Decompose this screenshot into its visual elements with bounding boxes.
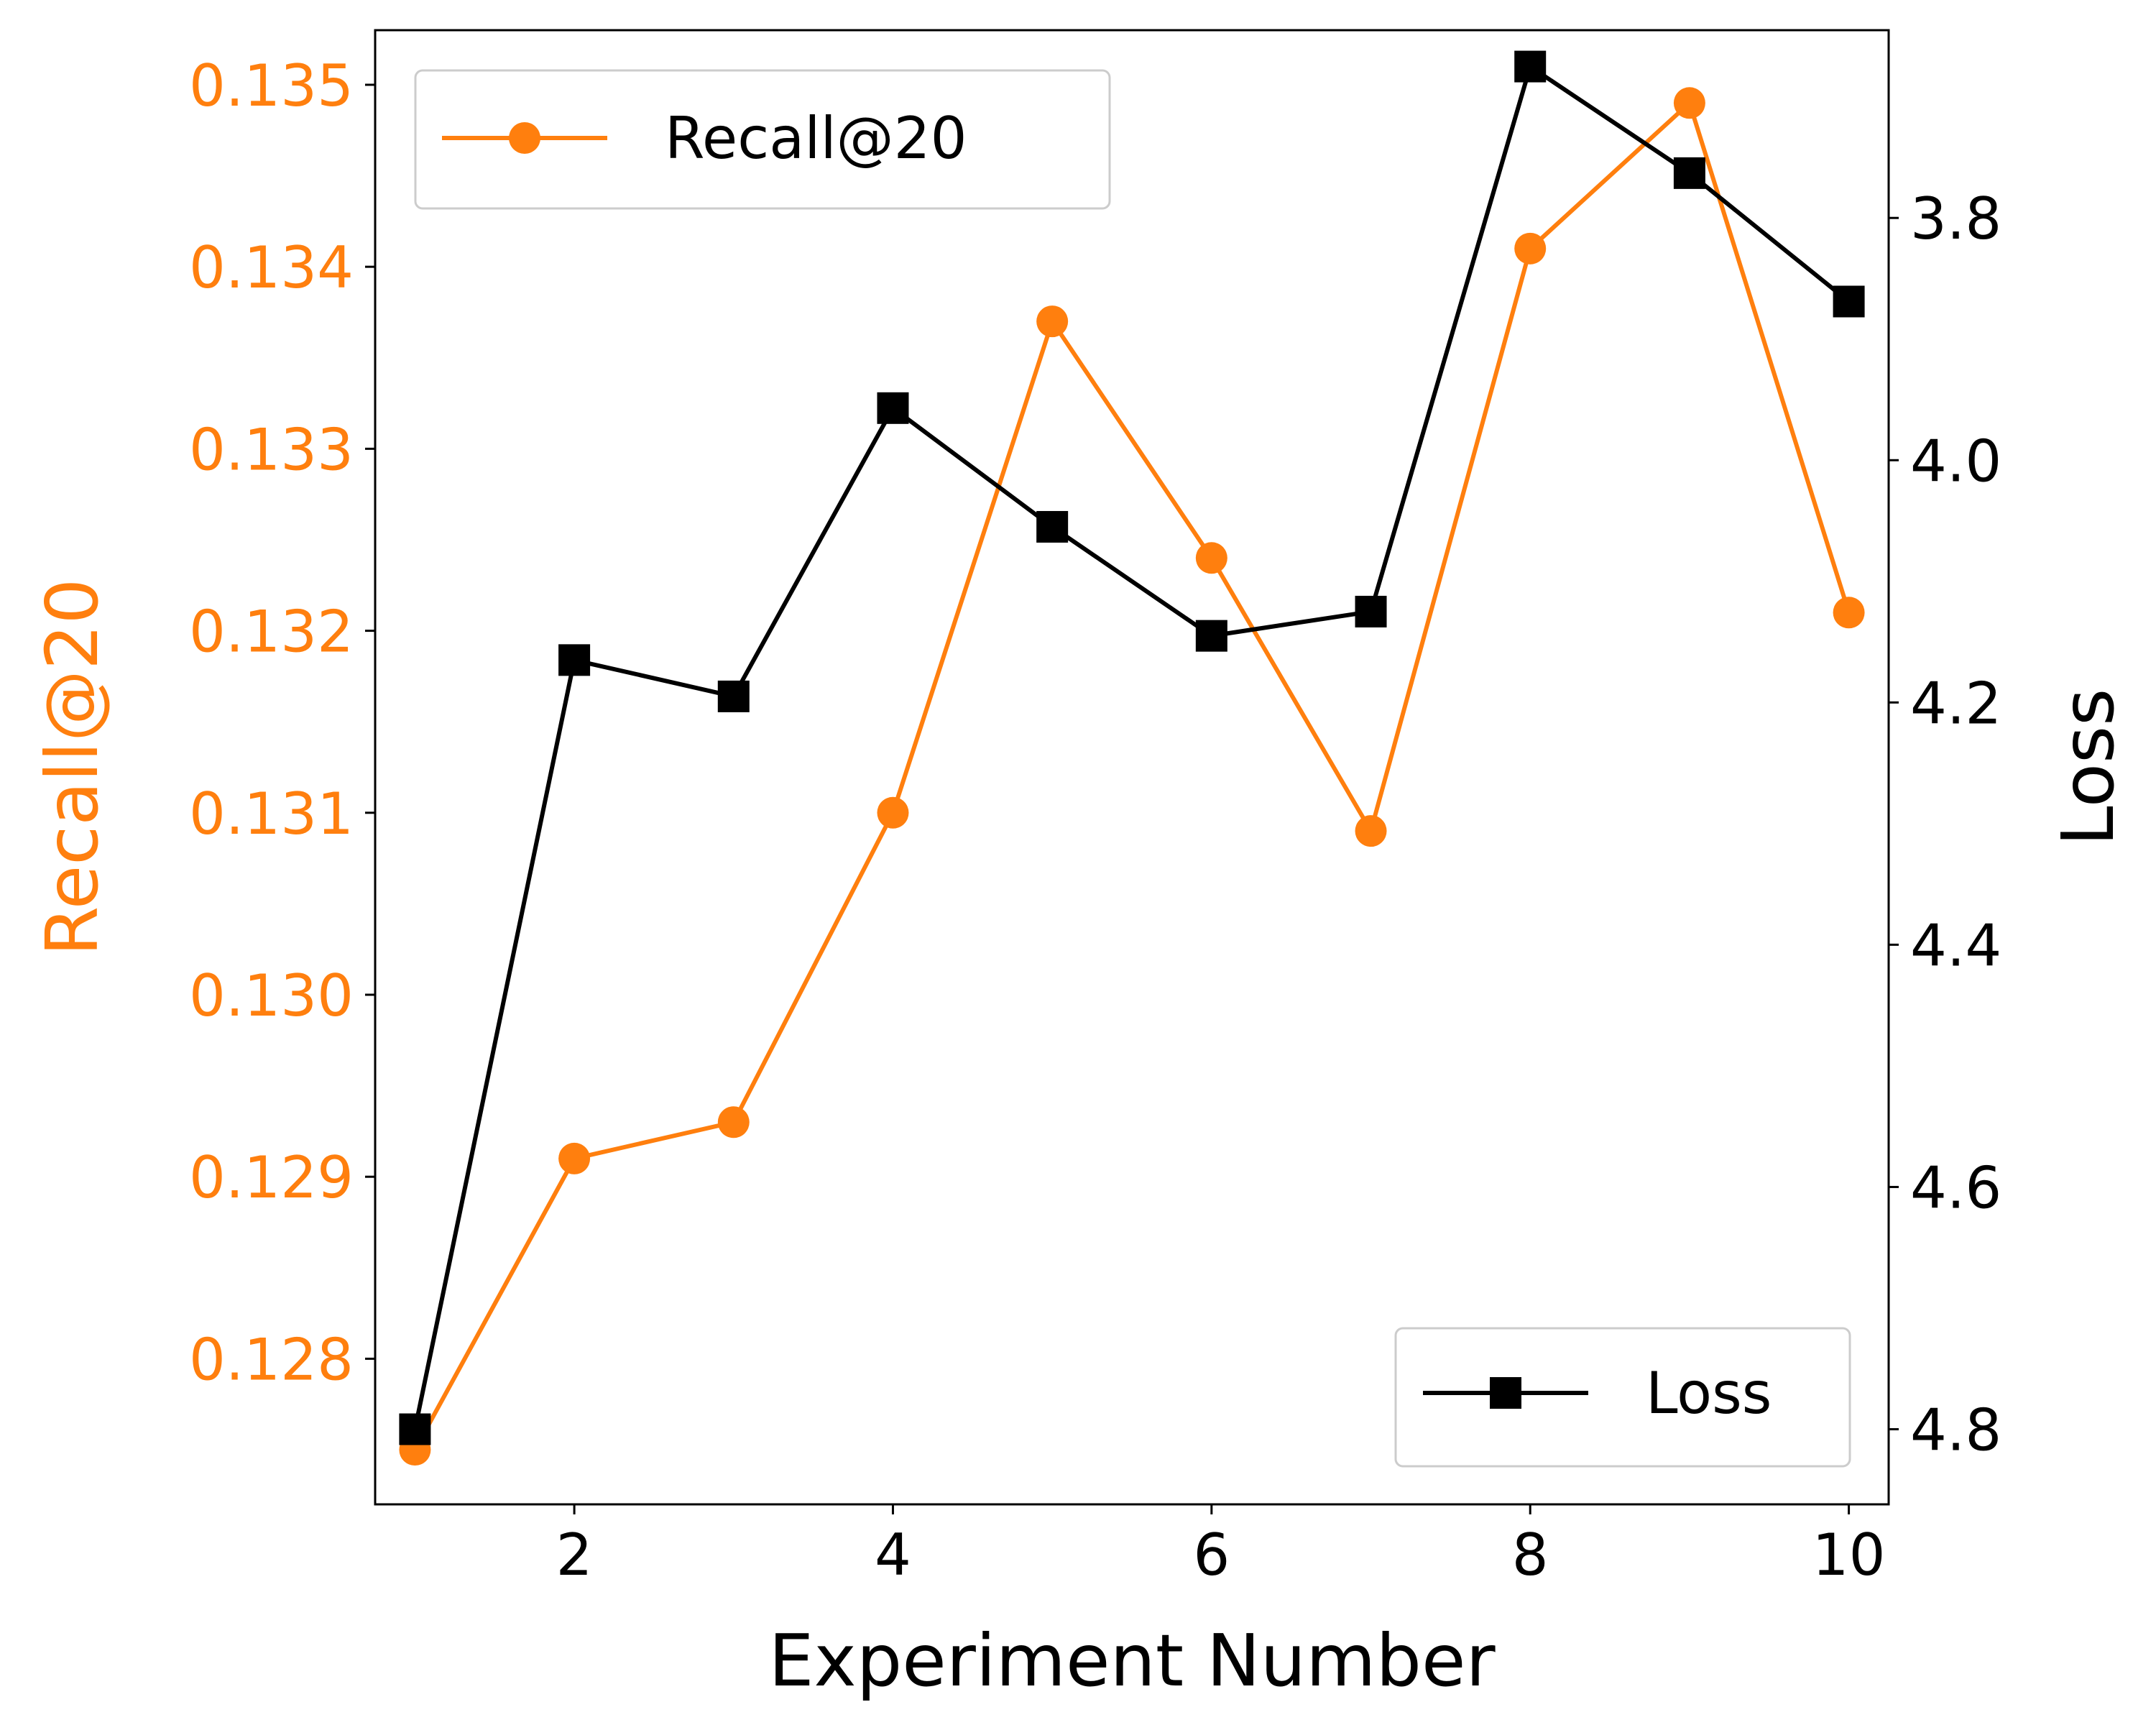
legend-box [1394,1327,1851,1468]
left-y-tick-label: 0.129 [189,1144,354,1211]
x-tick-label: 10 [1812,1522,1886,1588]
series-line-loss [413,64,1851,1430]
series-line-recall-20 [413,101,1851,1451]
right-y-axis-label: Loss [2046,689,2130,846]
data-point-recall [1833,597,1865,629]
data-point-loss [1036,510,1069,543]
data-point-recall [1195,542,1227,574]
plot-area-frame [374,29,1890,1506]
left-y-tick-label: 0.135 [189,52,354,119]
x-tick-label: 6 [1193,1522,1230,1588]
right-y-tick-label: 4.0 [1910,428,2001,494]
right-y-tick-label: 3.8 [1910,185,2001,252]
left-y-tick-label: 0.131 [189,781,354,847]
left-y-tick-label: 0.134 [189,234,354,301]
x-axis-ticks: 2 4 6 8 10 [556,1504,1886,1588]
data-point-loss [1514,50,1547,83]
data-point-recall [558,1142,591,1174]
data-point-loss [558,644,591,676]
legend-loss-marker [1490,1377,1521,1409]
data-point-loss [1355,595,1387,627]
left-y-axis-label: Recall@20 [30,579,114,957]
left-y-tick-label: 0.132 [189,599,354,666]
right-y-tick-label: 4.2 [1910,670,2001,737]
legend-box [414,69,1111,210]
data-point-loss [1673,157,1705,189]
right-y-tick-label: 4.6 [1910,1154,2001,1221]
left-y-tick-label: 0.128 [189,1326,354,1393]
legend-loss: Loss [1394,1327,1851,1468]
series-layer [399,50,1865,1466]
data-point-recall [1514,232,1547,264]
data-point-loss [717,680,750,712]
data-point-recall [1036,305,1069,338]
right-y-tick-label: 4.8 [1910,1397,2001,1464]
right-y-axis-ticks: 3.8 4.0 4.2 4.4 4.6 4.8 [1889,185,2001,1464]
legend-recall: Recall@20 [414,69,1111,210]
x-axis-label: Experiment Number [768,1619,1496,1703]
legend-loss-label: Loss [1646,1360,1772,1427]
legend-recall-marker [509,122,540,154]
data-point-loss [877,392,909,424]
data-point-recall [877,796,909,829]
left-y-axis-ticks: 0.128 0.129 0.130 0.131 0.132 0.133 0.134 0.135 [189,52,375,1393]
x-tick-label: 2 [556,1522,593,1588]
x-tick-label: 8 [1512,1522,1549,1588]
data-point-recall [1673,87,1705,119]
data-point-loss [1833,285,1865,318]
right-y-tick-label: 4.4 [1910,912,2001,979]
data-point-loss [1195,620,1227,652]
data-point-recall [1355,815,1387,847]
data-point-recall [717,1106,750,1138]
legend-recall-label: Recall@20 [665,105,967,172]
data-point-loss [399,1413,431,1445]
left-y-tick-label: 0.130 [189,962,354,1029]
left-y-tick-label: 0.133 [189,416,354,483]
x-tick-label: 4 [875,1522,911,1588]
